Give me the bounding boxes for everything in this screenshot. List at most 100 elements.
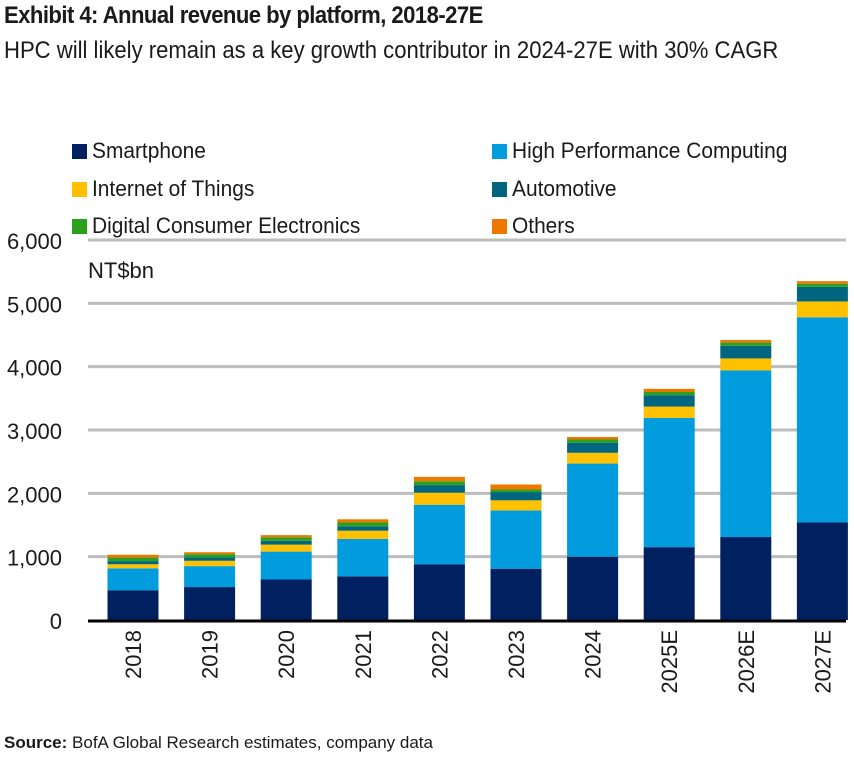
legend-item-high-performance-computing: High Performance Computing [492, 138, 802, 164]
bar-segment-others [643, 388, 695, 392]
bar-segment-digital-consumer-electronics [413, 481, 465, 486]
bar-segment-others [413, 476, 465, 482]
bar-segment-others [567, 436, 619, 440]
bar-segment-others [490, 484, 542, 490]
bar-segment-smartphone [260, 579, 312, 620]
bar-segment-internet-of-things [337, 530, 389, 539]
legend-swatch [492, 143, 507, 159]
bar-segment-automotive [643, 395, 695, 407]
bar-segment-smartphone [413, 564, 465, 620]
legend-label: Automotive [512, 176, 617, 201]
bar-segment-automotive [796, 286, 848, 302]
legend-item-automotive: Automotive [492, 176, 622, 202]
bar-segment-digital-consumer-electronics [643, 392, 695, 396]
y-tick-label: 3,000 [7, 419, 62, 444]
bar-segment-smartphone [567, 556, 619, 620]
legend-label: Internet of Things [92, 176, 255, 201]
bar-segment-internet-of-things [184, 560, 236, 567]
bar-segment-automotive [413, 485, 465, 493]
bar-segment-others [796, 281, 848, 284]
legend-swatch [492, 218, 507, 234]
bar-segment-high-performance-computing [643, 417, 695, 548]
bar-segment-automotive [720, 345, 772, 359]
legend-item-others: Others [492, 213, 578, 239]
bar-segment-digital-consumer-electronics [260, 537, 312, 541]
x-tick-label: 2018 [121, 630, 146, 679]
bar-segment-digital-consumer-electronics [337, 522, 389, 527]
bar-segment-internet-of-things [260, 544, 312, 552]
bar-segment-automotive [567, 442, 619, 453]
bar-segment-smartphone [337, 576, 389, 620]
chart-title: Exhibit 4: Annual revenue by platform, 2… [4, 2, 483, 29]
bar-segment-others [107, 554, 159, 558]
source-text: BofA Global Research estimates, company … [67, 733, 433, 752]
bar-segment-smartphone [184, 587, 236, 620]
bar-segment-smartphone [107, 590, 159, 620]
x-tick-label: 2023 [504, 630, 529, 679]
bar-segment-automotive [184, 557, 236, 561]
bar-segment-others [260, 535, 312, 538]
bar-segment-high-performance-computing [720, 370, 772, 538]
bar-segment-internet-of-things [567, 452, 619, 464]
bar-segment-internet-of-things [107, 564, 159, 569]
bar-segment-high-performance-computing [413, 504, 465, 565]
bar-segment-automotive [337, 526, 389, 531]
chart-subtitle: HPC will likely remain as a key growth c… [4, 37, 779, 64]
bar-segment-automotive [260, 540, 312, 545]
legend-label: High Performance Computing [512, 138, 788, 163]
y-tick-label: 6,000 [7, 229, 62, 254]
y-tick-label: 0 [50, 609, 62, 634]
x-tick-label: 2026E [734, 630, 759, 694]
x-tick-label: 2021 [351, 630, 376, 679]
y-tick-label: 4,000 [7, 356, 62, 381]
legend-swatch [72, 143, 87, 159]
legend-item-smartphone: Smartphone [72, 138, 212, 164]
legend-label: Others [512, 213, 575, 238]
bar-segment-high-performance-computing [567, 463, 619, 557]
bar-segment-internet-of-things [796, 301, 848, 318]
bar-segment-internet-of-things [643, 406, 695, 418]
bar-segment-automotive [490, 492, 542, 501]
bar-segment-internet-of-things [720, 358, 772, 371]
legend-swatch [492, 181, 507, 197]
bar-segment-digital-consumer-electronics [796, 283, 848, 287]
y-axis-unit-label: NT$bn [88, 258, 154, 283]
bar-segment-others [720, 340, 772, 343]
legend-label: Smartphone [92, 138, 206, 163]
bar-segment-digital-consumer-electronics [107, 557, 159, 562]
bar-segment-digital-consumer-electronics [567, 439, 619, 443]
bar-segment-automotive [107, 561, 159, 565]
bar-segment-others [337, 519, 389, 523]
bar-segment-high-performance-computing [107, 568, 159, 591]
y-tick-label: 5,000 [7, 292, 62, 317]
legend-item-digital-consumer-electronics: Digital Consumer Electronics [72, 213, 374, 239]
bar-segment-smartphone [643, 547, 695, 620]
bar-segment-smartphone [720, 537, 772, 620]
legend-swatch [72, 218, 87, 234]
bar-segment-digital-consumer-electronics [490, 489, 542, 493]
bar-segment-digital-consumer-electronics [184, 554, 236, 558]
bar-segment-high-performance-computing [337, 538, 389, 577]
bar-segment-others [184, 552, 236, 555]
x-tick-label: 2024 [581, 630, 606, 679]
x-tick-label: 2027E [810, 630, 835, 694]
bar-segment-high-performance-computing [796, 317, 848, 523]
bar-segment-internet-of-things [413, 492, 465, 505]
x-tick-label: 2022 [427, 630, 452, 679]
legend-label: Digital Consumer Electronics [92, 213, 361, 238]
x-tick-label: 2025E [657, 630, 682, 694]
source-label: Source: [4, 733, 68, 752]
legend-item-internet-of-things: Internet of Things [72, 176, 263, 202]
bar-segment-high-performance-computing [184, 566, 236, 588]
bar-segment-high-performance-computing [490, 510, 542, 569]
bar-segment-high-performance-computing [260, 551, 312, 580]
legend-swatch [72, 181, 87, 197]
bar-segment-digital-consumer-electronics [720, 342, 772, 346]
x-tick-label: 2019 [198, 630, 223, 679]
y-tick-label: 1,000 [7, 546, 62, 571]
bar-segment-internet-of-things [490, 500, 542, 511]
bar-segment-smartphone [796, 522, 848, 620]
bar-segment-smartphone [490, 568, 542, 620]
source-note: Source: BofA Global Research estimates, … [4, 733, 433, 753]
